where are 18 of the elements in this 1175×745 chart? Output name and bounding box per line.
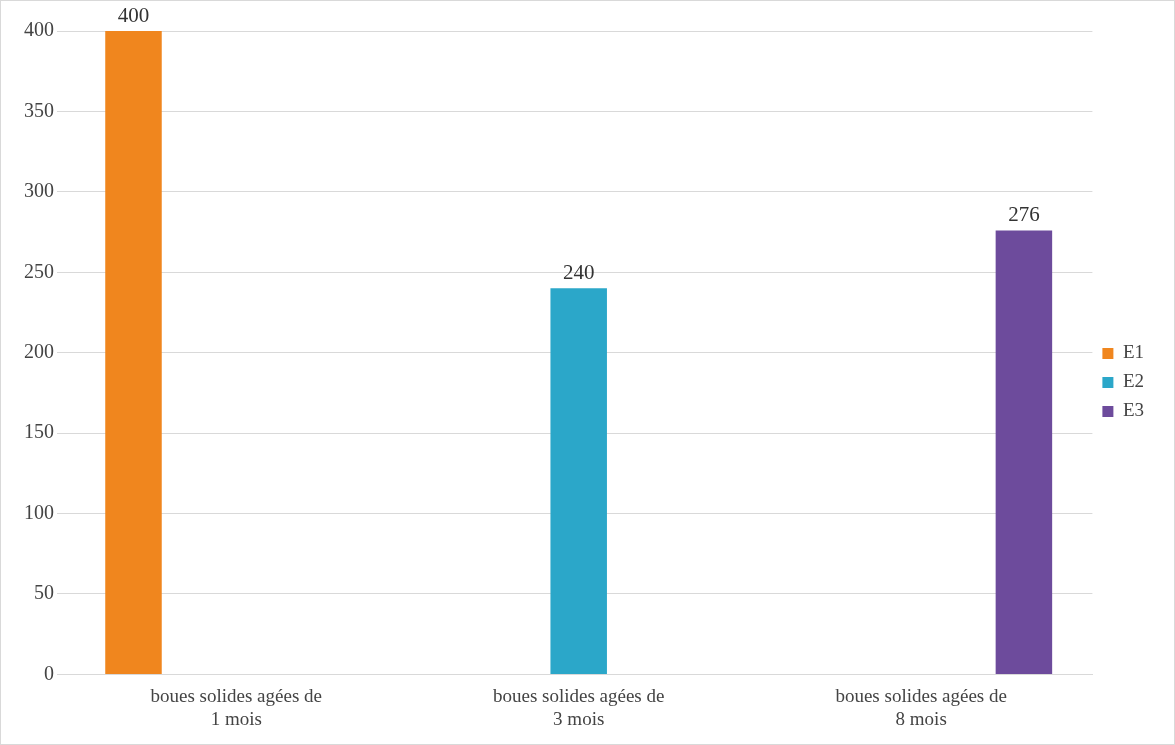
- y-tick-label: 50: [34, 581, 54, 604]
- x-tick-label: boues solides agées de 1 mois: [150, 684, 322, 729]
- y-tick-label: 0: [44, 661, 54, 684]
- y-tick-label: 300: [24, 179, 54, 202]
- data-label: 276: [1008, 202, 1040, 227]
- data-label: 400: [117, 3, 150, 28]
- y-tick-label: 150: [24, 420, 54, 443]
- data-label: 240: [562, 260, 595, 285]
- legend-label: E2: [1122, 370, 1144, 392]
- y-tick-label: 350: [24, 98, 54, 121]
- x-tick-label: boues solides agées de 8 mois: [835, 684, 1007, 729]
- y-tick-label: 250: [24, 259, 54, 282]
- x-tick-label: boues solides agées de 3 mois: [492, 684, 665, 729]
- legend-label: E1: [1122, 341, 1144, 363]
- y-tick-label: 400: [24, 18, 54, 41]
- y-tick-label: 100: [24, 500, 54, 523]
- y-tick-label: 200: [24, 339, 54, 362]
- legend-label: E3: [1122, 399, 1144, 421]
